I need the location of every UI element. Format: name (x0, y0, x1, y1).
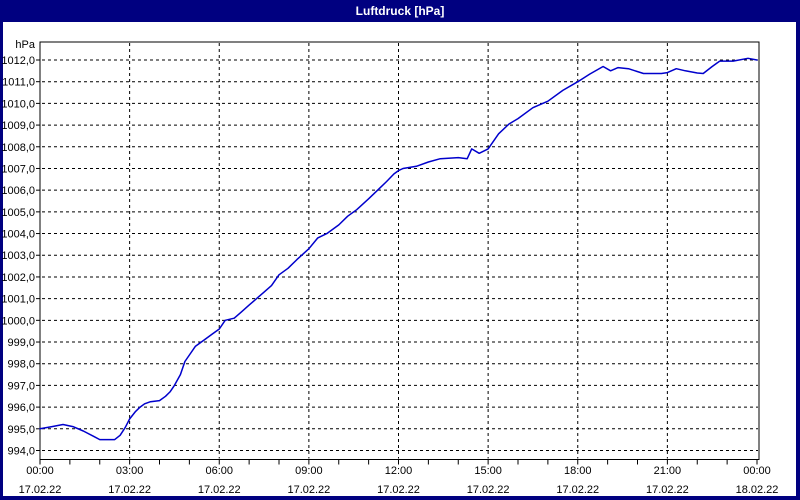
y-tick-label: 1000,0 (1, 315, 35, 327)
x-time-label: 03:00 (116, 465, 144, 477)
x-time-label: 06:00 (205, 465, 233, 477)
plot-border (39, 41, 760, 460)
x-time-label: 18:00 (564, 465, 592, 477)
y-tick-label: 1002,0 (1, 272, 35, 284)
y-tick-label: 998,0 (7, 359, 35, 371)
y-tick-label: 1004,0 (1, 229, 35, 241)
x-date-label: 17.02.22 (377, 484, 420, 496)
window-title: Luftdruck [hPa] (0, 0, 800, 22)
y-tick-label: 1003,0 (1, 250, 35, 262)
x-date-label: 18.02.22 (736, 484, 779, 496)
y-tick-label: 995,0 (7, 424, 35, 436)
x-date-label: 17.02.22 (19, 484, 62, 496)
x-date-label: 17.02.22 (556, 484, 599, 496)
x-date-label: 17.02.22 (646, 484, 689, 496)
y-tick-label: 994,0 (7, 445, 35, 457)
y-tick-label: 1008,0 (1, 142, 35, 154)
x-date-label: 17.02.22 (198, 484, 241, 496)
y-tick-label: 996,0 (7, 402, 35, 414)
y-axis-unit-label: hPa (15, 39, 35, 51)
y-tick-label: 997,0 (7, 380, 35, 392)
x-time-label: 15:00 (474, 465, 502, 477)
x-time-label: 21:00 (654, 465, 682, 477)
pressure-line (39, 57, 758, 441)
chart-background (3, 22, 796, 496)
y-tick-label: 1009,0 (1, 120, 35, 132)
y-tick-label: 1012,0 (1, 55, 35, 67)
x-time-label: 12:00 (385, 465, 413, 477)
y-tick-label: 1001,0 (1, 294, 35, 306)
y-tick-label: 1006,0 (1, 185, 35, 197)
x-date-label: 17.02.22 (287, 484, 330, 496)
x-time-label: 00:00 (743, 465, 771, 477)
x-date-label: 17.02.22 (467, 484, 510, 496)
y-tick-label: 1005,0 (1, 207, 35, 219)
y-tick-label: 1007,0 (1, 163, 35, 175)
y-tick-label: 1010,0 (1, 98, 35, 110)
x-date-label: 17.02.22 (108, 484, 151, 496)
y-tick-label: 1011,0 (2, 77, 35, 89)
x-time-label: 00:00 (26, 465, 54, 477)
y-tick-label: 999,0 (7, 337, 35, 349)
x-time-label: 09:00 (295, 465, 323, 477)
